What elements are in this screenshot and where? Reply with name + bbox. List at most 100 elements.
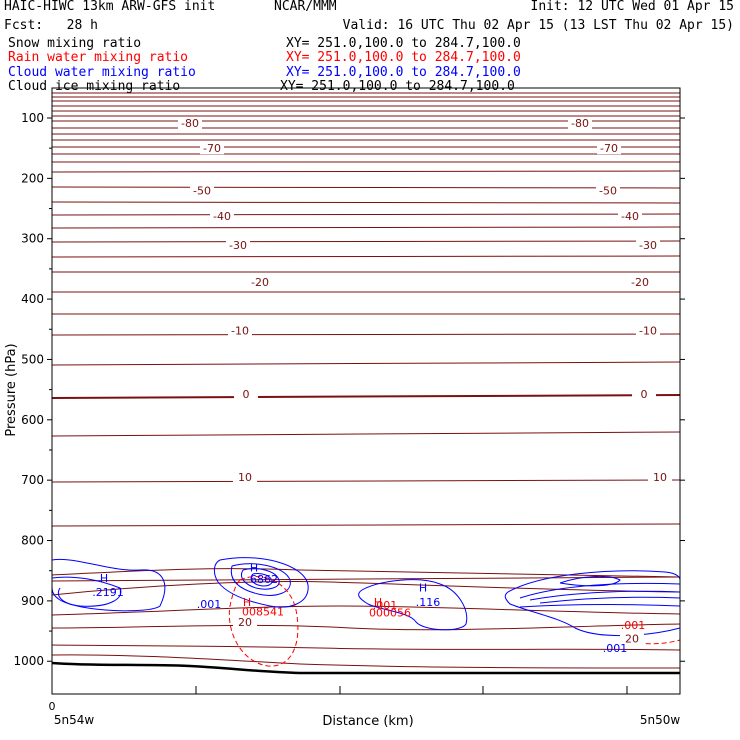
legend-cloudwater-name: Cloud water mixing ratio (8, 65, 196, 80)
isotherm-label-bg (233, 471, 257, 484)
isotherm-line (51, 361, 681, 366)
contour-annotation: 008541 (242, 606, 284, 619)
y-tick-label: 500 (21, 352, 44, 366)
isotherm-label: -20 (631, 276, 649, 289)
isotherm-label: 10 (238, 471, 252, 484)
isotherm-line (51, 576, 681, 582)
legend-cloudice-name: Cloud ice mixing ratio (8, 79, 181, 94)
x-tick-label-right: 5n50w (640, 713, 681, 727)
y-tick-label: 800 (21, 534, 44, 548)
isotherm-line (51, 170, 681, 173)
x-tick-label-start: 0 (49, 700, 56, 713)
isotherm-label: -20 (251, 276, 269, 289)
x-tick-label-left: 5n54w (54, 713, 95, 727)
y-tick-label: 100 (21, 111, 44, 125)
rain-water-contour (228, 576, 299, 667)
x-axis-label: Distance (km) (322, 714, 413, 729)
contour-annotation: .001 (603, 642, 628, 655)
cloud-water-contour (559, 575, 621, 587)
isotherm-label-bg (190, 184, 214, 197)
y-tick-label: 400 (21, 292, 44, 306)
contour-annotation: H (243, 596, 251, 609)
y-tick-label: 200 (21, 171, 44, 185)
cloud-water-contour (250, 573, 273, 587)
isotherm-label: 0 (243, 388, 250, 401)
isotherm-line (51, 431, 681, 437)
legend-rain-xy: XY= 251.0,100.0 to 284.7,100.0 (286, 50, 521, 65)
contour-annotation: H (419, 582, 427, 595)
isotherm-label-bg (628, 276, 652, 289)
isotherm-line (51, 605, 681, 616)
isotherm-label-bg (618, 209, 642, 222)
isotherm-label: -40 (213, 210, 231, 223)
isotherm-label-bg (234, 387, 258, 400)
cloud-water-contour (519, 604, 681, 608)
cloud-water-contour (213, 557, 309, 608)
legend-snow-name: Snow mixing ratio (8, 36, 142, 51)
isotherm-label-bg (636, 238, 660, 251)
legend-rain-name: Rain water mixing ratio (8, 50, 189, 65)
contour-annotation: .116 (416, 596, 441, 609)
isotherm-label-bg (596, 184, 620, 197)
isotherm-label-bg (636, 324, 660, 337)
y-tick-label: 300 (21, 232, 44, 246)
isotherm-label-bg (632, 387, 656, 400)
header-center: NCAR/MMM (274, 0, 337, 14)
isotherm-label: -80 (181, 117, 199, 130)
cloud-water-contour (230, 563, 291, 596)
isotherm-line (51, 479, 681, 483)
isotherm-line (51, 623, 681, 631)
header-fcst: Fcst: 28 h (4, 18, 98, 33)
terrain-line (51, 661, 681, 675)
isotherm-line (51, 186, 681, 189)
y-tick-label: 900 (21, 594, 44, 608)
isotherm-label: 10 (653, 471, 667, 484)
cloud-water-contour (358, 579, 468, 631)
contour-annotation: 000056 (369, 606, 411, 619)
header-title: HAIC-HIWC 13km ARW-GFS init (4, 0, 216, 14)
isotherm-label-bg (620, 632, 644, 645)
cloud-water-contour (539, 596, 681, 604)
isotherm-label: -50 (599, 184, 617, 197)
contour-annotation: H (250, 562, 258, 575)
contour-annotation: .001 (621, 619, 646, 632)
isotherm-label: 0 (641, 388, 648, 401)
contour-annotation: H (374, 596, 382, 609)
cloud-water-contour (241, 568, 280, 590)
cloud-water-contour (51, 558, 166, 612)
isotherm-label: -30 (229, 239, 247, 252)
isotherm-line (51, 333, 681, 336)
isotherm-label: -50 (193, 184, 211, 197)
contour-annotation: 6862 (250, 573, 278, 586)
isotherm-line (51, 581, 681, 596)
legend-cloudice-xy: XY= 251.0,100.0 to 284.7,100.0 (280, 79, 515, 94)
contour-annotation: .2191 (92, 586, 124, 599)
isotherm-line (51, 226, 681, 229)
isotherm-label: -70 (600, 142, 618, 155)
isotherm-label-bg (210, 209, 234, 222)
isotherm-label-bg (597, 142, 621, 155)
isotherm-zero-line (51, 394, 681, 399)
rain-water-contour (621, 639, 681, 645)
isotherm-label-bg (568, 116, 592, 129)
header-init: Init: 12 UTC Wed 01 Apr 15 (530, 0, 735, 14)
header-valid: Valid: 16 UTC Thu 02 Apr 15 (13 LST Thu … (342, 18, 734, 33)
isotherm-line (51, 201, 681, 204)
y-tick-label: 600 (21, 413, 44, 427)
isotherm-label: -10 (231, 324, 249, 337)
isotherm-label-bg (233, 616, 257, 629)
contour-annotation: H (100, 572, 108, 585)
isotherm-line (51, 568, 681, 578)
cloud-water-contour (504, 570, 681, 637)
isotherm-line (51, 240, 681, 243)
isotherm-line (51, 255, 681, 258)
isotherm-line (51, 523, 681, 527)
isotherm-label-bg (248, 276, 272, 289)
legend-snow-xy: XY= 251.0,100.0 to 284.7,100.0 (286, 36, 521, 51)
isotherm-label-bg (200, 142, 224, 155)
isotherm-label: -40 (621, 210, 639, 223)
y-axis-label: Pressure (hPa) (4, 343, 19, 436)
cloud-water-contour (529, 590, 681, 601)
isotherm-label: -80 (571, 117, 589, 130)
